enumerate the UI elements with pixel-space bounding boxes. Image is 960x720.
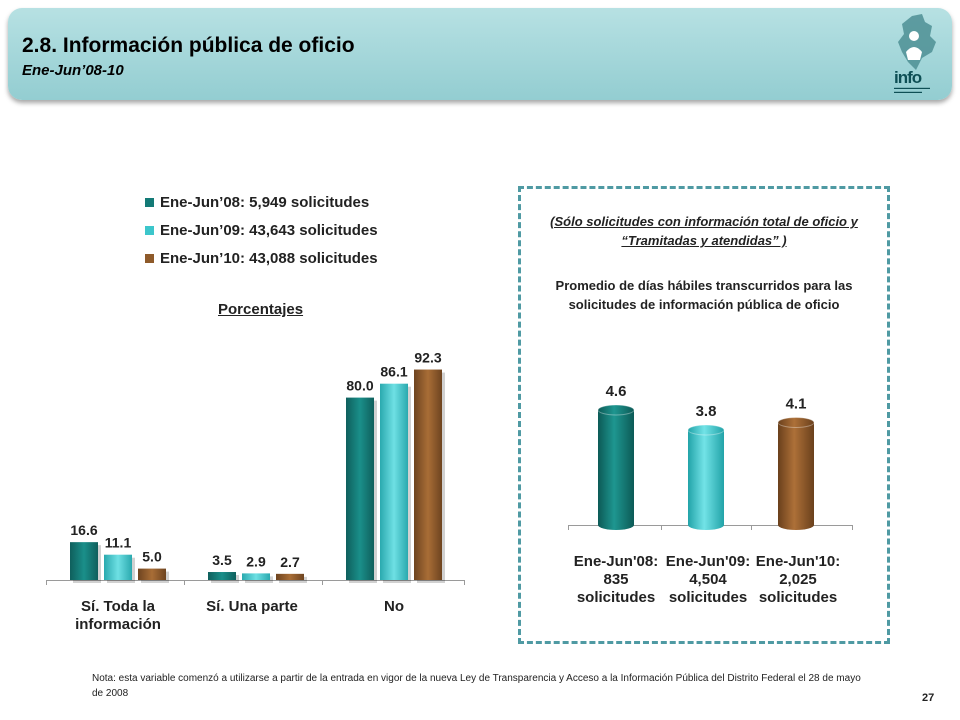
left-category-line: información [75, 616, 161, 633]
days-cylinder-chart: 4.6 3.8 4.1 [568, 383, 853, 530]
panel-note: (Sólo solicitudes con información total … [550, 214, 858, 248]
right-category-line: solicitudes [758, 589, 838, 606]
bar-label-s2-c2: 92.3 [414, 350, 441, 366]
map-icon [898, 14, 936, 70]
logo-caption: ▬▬▬▬▬▬▬▬▬ ▬▬▬▬▬▬▬ [894, 85, 930, 94]
left-category-label-1: Sí. Una parte [192, 598, 312, 616]
bar-s2-c2 [414, 369, 442, 580]
left-category-line: No [384, 598, 404, 615]
cylinder-top-0 [597, 404, 635, 416]
legend-label-2009: Ene-Jun’09: 43,643 solicitudes [160, 222, 378, 239]
footnote: Nota: esta variable comenzó a utilizarse… [92, 673, 861, 699]
percent-label: Porcentajes [218, 301, 304, 318]
bar-s1-c2 [380, 383, 408, 580]
legend-swatch-2010 [145, 254, 154, 263]
left-category-label-0: Sí. Toda la información [58, 598, 178, 634]
bar-s0-c1 [208, 572, 236, 580]
bar-label-s1-c1: 2.9 [246, 553, 266, 569]
bar-label-s2-c1: 2.7 [280, 554, 300, 570]
cylinder-label-0: 4.6 [606, 383, 627, 400]
legend-item-2008: Ene-Jun’08: 5,949 solicitudes [145, 193, 378, 212]
cylinder-2 [778, 422, 814, 530]
bar-s1-c1 [242, 573, 270, 580]
left-category-line: Sí. Toda la [81, 598, 155, 615]
legend-label-2008: Ene-Jun’08: 5,949 solicitudes [160, 194, 370, 211]
cylinder-label-2: 4.1 [786, 396, 807, 413]
bar-label-s0-c0: 16.6 [70, 522, 97, 538]
bar-label-s2-c0: 5.0 [142, 549, 162, 565]
bar-s0-c2 [346, 397, 374, 580]
bar-label-s1-c0: 11.1 [105, 535, 132, 551]
bar-label-s0-c1: 3.5 [212, 552, 232, 568]
title-banner: 2.8. Información pública de oficio Ene-J… [8, 8, 952, 100]
legend-item-2010: Ene-Jun’10: 43,088 solicitudes [145, 249, 378, 268]
right-category-line: 2,025 [779, 571, 817, 588]
right-category-label-1: Ene-Jun'09: 4,504 solicitudes [658, 553, 758, 607]
bar-label-s0-c2: 80.0 [346, 378, 373, 394]
days-panel [518, 186, 890, 644]
right-category-label-0: Ene-Jun'08: 835 solicitudes [566, 553, 666, 607]
right-category-line: solicitudes [668, 589, 748, 606]
cylinder-label-1: 3.8 [696, 403, 717, 420]
bar-label-s1-c2: 86.1 [380, 364, 407, 380]
bar-s2-c0 [138, 568, 166, 580]
page-number: 27 [922, 692, 935, 704]
bar-s1-c0 [104, 554, 132, 580]
right-category-label-2: Ene-Jun'10: 2,025 solicitudes [748, 553, 848, 607]
cylinder-top-2 [777, 417, 815, 428]
left-category-label-2: No [334, 598, 454, 616]
right-category-line: Ene-Jun'08: [573, 553, 659, 570]
chart-legend: Ene-Jun’08: 5,949 solicitudes Ene-Jun’09… [145, 193, 378, 277]
bar-s0-c0 [70, 542, 98, 580]
info-logo: info ▬▬▬▬▬▬▬▬▬ ▬▬▬▬▬▬▬ [892, 12, 942, 98]
right-category-line: Ene-Jun'10: [755, 553, 841, 570]
panel-description: Promedio de días hábiles transcurridos p… [555, 278, 853, 312]
cylinder-top-1 [687, 424, 725, 436]
left-category-line: Sí. Una parte [206, 598, 298, 615]
right-category-line: solicitudes [576, 589, 656, 606]
right-category-line: 835 [603, 571, 629, 588]
legend-item-2009: Ene-Jun’09: 43,643 solicitudes [145, 221, 378, 240]
legend-swatch-2008 [145, 198, 154, 207]
right-category-line: Ene-Jun'09: [665, 553, 751, 570]
right-category-line: 4,504 [689, 571, 727, 588]
cylinder-1 [688, 430, 724, 530]
bar-s2-c1 [276, 573, 304, 580]
logo-wordmark: info [894, 68, 922, 87]
legend-label-2010: Ene-Jun’10: 43,088 solicitudes [160, 250, 378, 267]
percentage-bar-chart: 16.6 3.5 80.0 11.1 2.9 86.1 5.0 2.7 92.3 [46, 350, 465, 585]
legend-swatch-2009 [145, 226, 154, 235]
cylinder-0 [598, 410, 634, 530]
page-title: 2.8. Información pública de oficio [22, 34, 355, 57]
page-subtitle: Ene-Jun’08-10 [22, 62, 124, 79]
